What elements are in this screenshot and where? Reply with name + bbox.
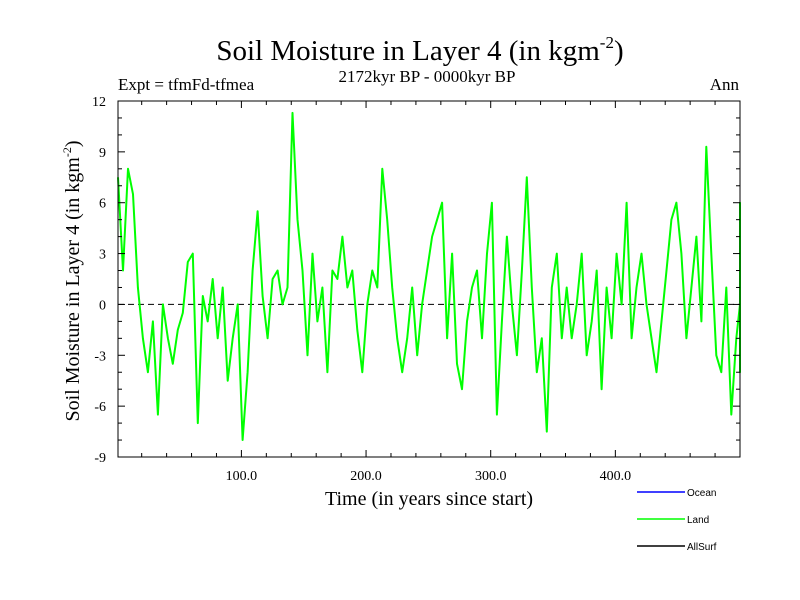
x-tick-label: 100.0 [226, 469, 258, 484]
y-tick-label: 6 [99, 197, 106, 212]
season-label: Ann [710, 75, 740, 94]
legend-label-allsurf: AllSurf [687, 542, 717, 553]
legend: Ocean Land AllSurf [637, 488, 717, 553]
x-tick-label: 400.0 [600, 469, 632, 484]
y-tick-label: -6 [94, 400, 106, 415]
x-tick-label: 300.0 [475, 469, 507, 484]
plot-frame [117, 100, 741, 458]
y-tick-label: 0 [99, 298, 106, 313]
experiment-label: Expt = tfmFd-tfmea [118, 75, 255, 94]
y-tick-label: 12 [92, 95, 106, 110]
chart-title: Soil Moisture in Layer 4 (in kgm-2) [216, 33, 623, 67]
y-axis-label: Soil Moisture in Layer 4 (in kgm-2) [60, 140, 84, 421]
series-line-land [117, 111, 741, 441]
legend-label-ocean: Ocean [687, 488, 716, 499]
x-axis-label: Time (in years since start) [325, 488, 533, 510]
y-tick-label: 3 [99, 248, 106, 263]
y-tick-label: -3 [94, 349, 106, 364]
x-tick-label: 200.0 [350, 469, 382, 484]
legend-label-land: Land [687, 515, 709, 526]
y-tick-label: 9 [99, 146, 106, 161]
chart-subtitle: 2172kyr BP - 0000kyr BP [339, 67, 516, 86]
y-tick-label: -9 [94, 451, 106, 466]
